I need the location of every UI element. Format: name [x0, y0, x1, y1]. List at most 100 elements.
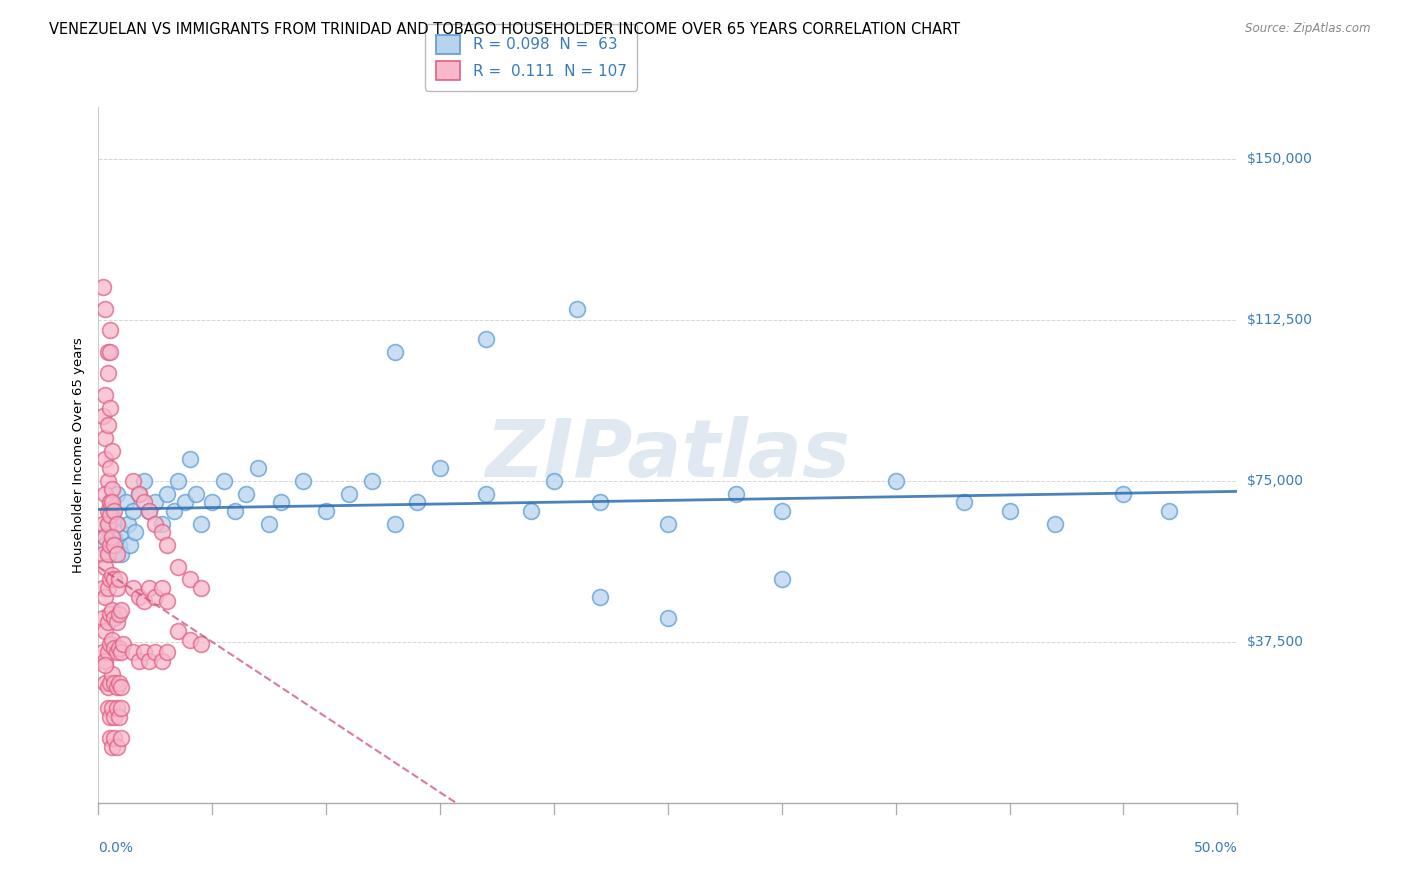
Point [190, 516, 212, 531]
Point [96, 581, 118, 595]
Y-axis label: Householder Income Over 65 years: Householder Income Over 65 years [72, 337, 84, 573]
Point [474, 332, 496, 346]
Point [96, 547, 118, 561]
Point [98, 731, 121, 746]
Point [179, 632, 201, 647]
Point [167, 624, 190, 638]
Point [108, 607, 131, 621]
Point [246, 460, 269, 475]
Point [105, 516, 128, 531]
Point [429, 460, 451, 475]
Point [770, 573, 793, 587]
Point [120, 538, 142, 552]
Text: $112,500: $112,500 [1247, 312, 1313, 326]
Text: ZIPatlas: ZIPatlas [485, 416, 851, 494]
Point [101, 529, 124, 543]
Point [337, 486, 360, 500]
Point [156, 594, 179, 608]
Point [384, 344, 406, 359]
Point [96, 344, 118, 359]
Point [98, 460, 121, 475]
Point [98, 344, 121, 359]
Point [117, 516, 139, 531]
Point [174, 495, 197, 509]
Point [128, 486, 150, 500]
Point [94, 301, 117, 316]
Point [105, 516, 128, 531]
Point [360, 474, 382, 488]
Point [110, 701, 132, 715]
Point [98, 495, 121, 509]
Point [91, 581, 114, 595]
Point [96, 367, 118, 381]
Point [132, 594, 155, 608]
Point [108, 641, 131, 656]
Point [103, 641, 125, 656]
Point [94, 486, 117, 500]
Text: $150,000: $150,000 [1247, 152, 1313, 166]
Point [101, 483, 124, 497]
Point [128, 590, 150, 604]
Point [101, 538, 124, 552]
Point [565, 301, 588, 316]
Point [167, 559, 190, 574]
Text: 0.0%: 0.0% [98, 841, 134, 855]
Point [190, 637, 212, 651]
Point [725, 486, 748, 500]
Text: 50.0%: 50.0% [1194, 841, 1237, 855]
Point [132, 645, 155, 659]
Point [114, 495, 136, 509]
Point [150, 654, 173, 668]
Point [212, 474, 235, 488]
Point [138, 581, 160, 595]
Point [98, 538, 121, 552]
Point [186, 486, 208, 500]
Point [167, 474, 190, 488]
Point [588, 495, 610, 509]
Point [150, 516, 173, 531]
Point [138, 504, 160, 518]
Point [96, 474, 118, 488]
Text: $75,000: $75,000 [1247, 474, 1303, 488]
Point [105, 547, 128, 561]
Point [110, 731, 132, 746]
Point [292, 474, 315, 488]
Point [108, 675, 131, 690]
Point [190, 581, 212, 595]
Point [384, 516, 406, 531]
Point [101, 495, 124, 509]
Point [98, 323, 121, 337]
Point [224, 504, 246, 518]
Point [121, 504, 143, 518]
Point [91, 645, 114, 659]
Point [543, 474, 565, 488]
Point [105, 486, 128, 500]
Point [94, 675, 117, 690]
Point [235, 486, 257, 500]
Point [103, 504, 125, 518]
Point [96, 615, 118, 630]
Point [884, 474, 907, 488]
Text: $37,500: $37,500 [1247, 635, 1303, 648]
Point [98, 401, 121, 415]
Point [101, 667, 124, 681]
Point [91, 409, 114, 424]
Point [520, 504, 543, 518]
Legend: R = 0.098  N =  63, R =  0.111  N = 107: R = 0.098 N = 63, R = 0.111 N = 107 [425, 24, 637, 90]
Point [588, 590, 610, 604]
Point [657, 611, 679, 625]
Point [101, 568, 124, 582]
Point [103, 675, 125, 690]
Point [1157, 504, 1180, 518]
Point [105, 581, 128, 595]
Point [105, 680, 128, 694]
Point [145, 495, 167, 509]
Point [105, 701, 128, 715]
Text: VENEZUELAN VS IMMIGRANTS FROM TRINIDAD AND TOBAGO HOUSEHOLDER INCOME OVER 65 YEA: VENEZUELAN VS IMMIGRANTS FROM TRINIDAD A… [49, 22, 960, 37]
Point [998, 504, 1021, 518]
Point [103, 529, 125, 543]
Point [91, 516, 114, 531]
Point [103, 710, 125, 724]
Point [96, 516, 118, 531]
Point [156, 486, 179, 500]
